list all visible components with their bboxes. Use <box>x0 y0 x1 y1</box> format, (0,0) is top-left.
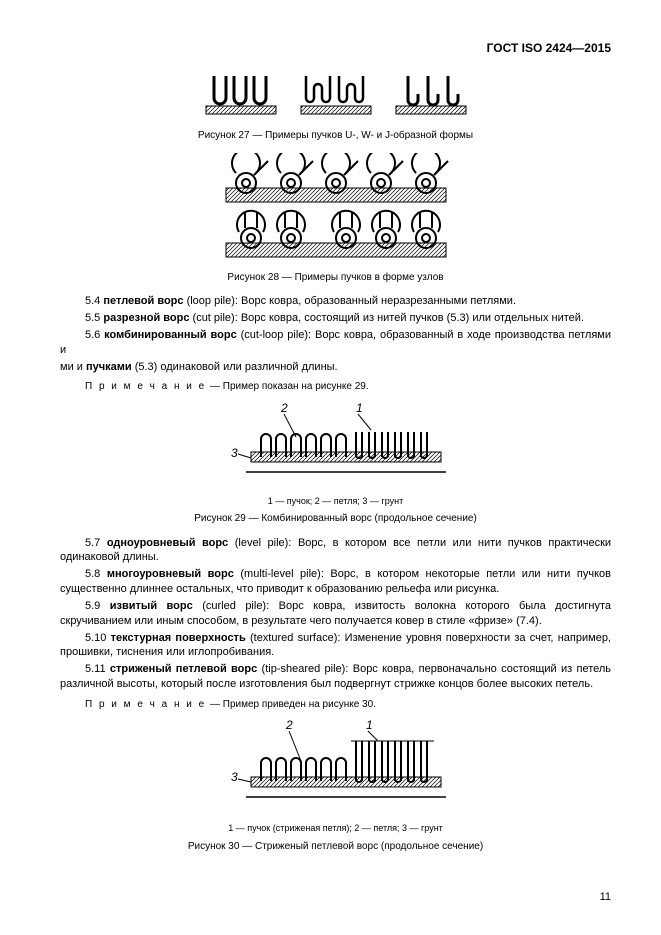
figure-28 <box>60 153 611 263</box>
text: (5.3) одинаковой или различной длины. <box>135 361 338 373</box>
lbl1: 1 <box>366 719 373 732</box>
figure-30: 2 1 3 <box>60 719 611 814</box>
num: 5.11 <box>85 663 106 675</box>
lbl2: 2 <box>280 402 288 415</box>
def-5-8: 5.8 многоуровневый ворс (multi-level pil… <box>60 567 611 597</box>
num: 5.8 <box>85 568 100 580</box>
figure-29: 2 1 3 <box>60 402 611 487</box>
num: 5.10 <box>85 632 106 644</box>
num: 5.9 <box>85 600 100 612</box>
text: Ворс ковра, состоящий из нитей пучков (5… <box>241 312 584 324</box>
def-5-9: 5.9 извитый ворс (curled pile): Ворс ков… <box>60 599 611 629</box>
en: (cut pile): <box>193 312 238 324</box>
note-text: — Пример показан на рисунке 29. <box>210 381 369 392</box>
lbl3: 3 <box>231 446 238 460</box>
term: многоуровневый ворс <box>107 568 234 580</box>
doc-header: ГОСТ ISO 2424—2015 <box>60 40 611 56</box>
fig29-caption: Рисунок 29 — Комбинированный ворс (продо… <box>60 512 611 526</box>
figure-27 <box>60 71 611 121</box>
num: 5.7 <box>85 537 100 549</box>
fig28-svg-a <box>216 153 456 208</box>
note-label: П р и м е ч а н и е <box>85 699 206 710</box>
note-30: П р и м е ч а н и е — Пример приведен на… <box>60 698 611 712</box>
num: 5.4 <box>85 295 100 307</box>
num: 5.5 <box>85 312 100 324</box>
fig28-svg-b <box>216 208 456 263</box>
lbl3: 3 <box>231 770 238 784</box>
def-5-4: 5.4 петлевой ворс (loop pile): Ворс ковр… <box>60 294 611 309</box>
def-5-6: 5.6 комбинированный ворс (cut-loop pile)… <box>60 328 611 358</box>
fig30-caption: Рисунок 30 — Стриженый петлевой ворс (пр… <box>60 840 611 854</box>
def-5-10: 5.10 текстурная поверхность (textured su… <box>60 631 611 661</box>
term: текстурная поверхность <box>111 632 246 644</box>
def-5-11: 5.11 стриженый петлевой ворс (tip-sheare… <box>60 662 611 692</box>
fig27-caption: Рисунок 27 — Примеры пучков U-, W- и J-о… <box>60 129 611 143</box>
fig28-caption: Рисунок 28 — Примеры пучков в форме узло… <box>60 271 611 285</box>
lbl2: 2 <box>285 719 293 732</box>
term: одноуровневый ворс <box>107 537 228 549</box>
term2: пучками <box>86 361 132 373</box>
term: петлевой ворс <box>103 295 183 307</box>
note-29: П р и м е ч а н и е — Пример показан на … <box>60 380 611 394</box>
page: ГОСТ ISO 2424—2015 <box>0 0 661 935</box>
term: стриженый петлевой ворс <box>110 663 257 675</box>
en: (level pile): <box>235 537 292 549</box>
num: 5.6 <box>85 329 100 341</box>
term: разрезной ворс <box>103 312 189 324</box>
def-5-5: 5.5 разрезной ворс (cut pile): Ворс ковр… <box>60 311 611 326</box>
note-label: П р и м е ч а н и е <box>85 381 206 392</box>
term: извитый ворс <box>110 600 193 612</box>
cont: ми и <box>60 361 86 373</box>
en: (curled pile): <box>202 600 269 612</box>
fig30-legend: 1 — пучок (стриженая петля); 2 — петля; … <box>60 822 611 834</box>
fig29-svg: 2 1 3 <box>206 402 466 487</box>
en: (cut-loop pile): <box>241 329 312 341</box>
note-text: — Пример приведен на рисунке 30. <box>210 699 376 710</box>
text: Ворс ковра, образованный неразрезанными … <box>241 295 516 307</box>
term: комбинированный ворс <box>104 329 237 341</box>
lbl1: 1 <box>356 402 363 415</box>
fig29-legend: 1 — пучок; 2 — петля; 3 — грунт <box>60 495 611 507</box>
en: (tip-sheared pile): <box>262 663 349 675</box>
en: (loop pile): <box>187 295 238 307</box>
fig30-svg: 2 1 3 <box>206 719 466 814</box>
page-number: 11 <box>600 890 611 905</box>
fig27-svg <box>196 71 476 121</box>
en: (multi-level pile): <box>240 568 324 580</box>
def-5-7: 5.7 одноуровневый ворс (level pile): Вор… <box>60 536 611 566</box>
def-5-6b: ми и пучками (5.3) одинаковой или различ… <box>60 360 611 375</box>
en: (textured surface): <box>250 632 340 644</box>
